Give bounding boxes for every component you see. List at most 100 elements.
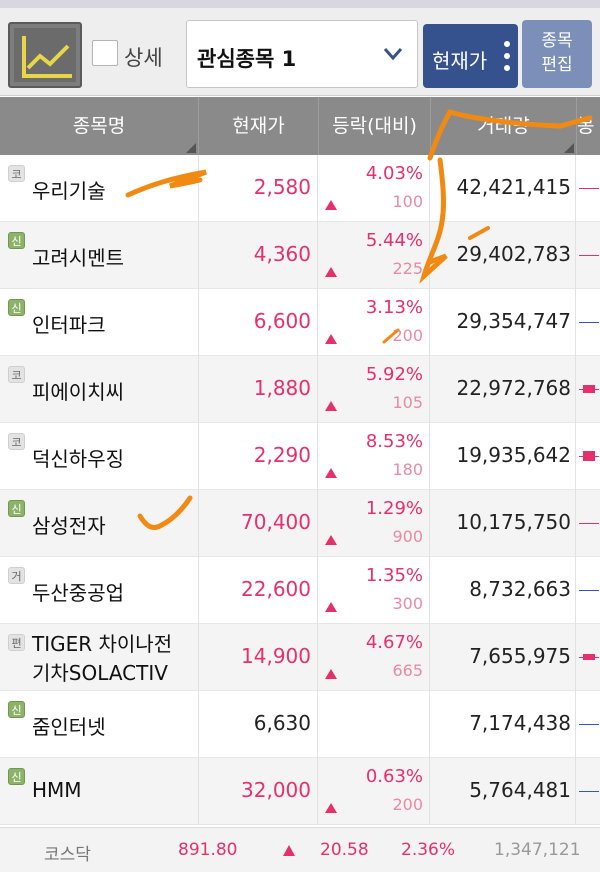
change-amount: 180 xyxy=(392,460,423,479)
table-row[interactable]: 신 인터파크 6,600 3.13% 200 29,354,747 xyxy=(0,289,600,356)
candle-cell xyxy=(577,758,600,825)
table-row[interactable]: 코 피에이치씨 1,880 5.92% 105 22,972,768 xyxy=(0,356,600,423)
up-arrow-icon xyxy=(325,468,337,478)
table-row[interactable]: 신 삼성전자 70,400 1.29% 900 10,175,750 xyxy=(0,490,600,557)
stock-name-cell: 신 고려시멘트 xyxy=(0,222,199,289)
column-header-name[interactable]: 종목명 xyxy=(0,97,199,155)
column-header-price[interactable]: 현재가 xyxy=(199,97,319,155)
change-percent: 1.35% xyxy=(365,565,423,586)
table-row[interactable]: 편 TIGER 차이나전 기차SOLACTIV 14,900 4.67% 665 … xyxy=(0,624,600,691)
index-name: 코스닥 xyxy=(44,845,91,865)
price-cell: 6,630 xyxy=(200,691,318,758)
edit-stocks-button[interactable]: 종목 편집 xyxy=(522,20,592,88)
current-price-button[interactable]: 현재가 xyxy=(423,24,518,88)
volume-cell: 22,972,768 xyxy=(431,356,576,423)
up-arrow-icon xyxy=(325,334,337,344)
current-price: 2,580 xyxy=(253,175,311,199)
column-header-change[interactable]: 등락(대비) xyxy=(319,97,431,155)
up-arrow-icon xyxy=(325,200,337,210)
candle-cell xyxy=(577,289,600,356)
table-row[interactable]: 코 우리기술 2,580 4.03% 100 42,421,415 xyxy=(0,155,600,222)
stock-name: TIGER 차이나전 기차SOLACTIV xyxy=(32,632,173,685)
candle-cell xyxy=(577,490,600,557)
index-ticker-bar[interactable]: 코스닥 891.80 20.58 2.36% 1,347,121 xyxy=(0,827,600,872)
sort-icon xyxy=(564,143,574,153)
up-arrow-icon xyxy=(325,401,337,411)
watchlist-group-select[interactable]: 관심종목 1 xyxy=(186,20,418,88)
index-percent: 2.36% xyxy=(401,840,456,860)
chart-view-button[interactable] xyxy=(8,22,82,88)
trade-volume: 5,764,481 xyxy=(469,778,571,802)
change-cell: 5.92% 105 xyxy=(319,356,430,423)
up-arrow-icon xyxy=(325,669,337,679)
detail-checkbox[interactable] xyxy=(92,40,118,66)
stock-name-cell: 코 피에이치씨 xyxy=(0,356,199,423)
stock-name: HMM xyxy=(32,778,82,802)
volume-cell: 19,935,642 xyxy=(431,423,576,490)
change-cell: 4.67% 665 xyxy=(319,624,430,691)
candle-line xyxy=(579,791,599,792)
volume-cell: 7,655,975 xyxy=(431,624,576,691)
change-percent: 5.92% xyxy=(365,364,423,385)
current-price: 6,600 xyxy=(253,309,311,333)
market-badge: 신 xyxy=(8,299,25,316)
up-arrow-icon xyxy=(283,845,295,856)
up-arrow-icon xyxy=(325,535,337,545)
current-price: 1,880 xyxy=(253,376,311,400)
change-amount: 200 xyxy=(392,326,423,345)
status-strip xyxy=(0,0,600,8)
change-cell: 0.63% 200 xyxy=(319,758,430,825)
table-row[interactable]: 코 덕신하우징 2,290 8.53% 180 19,935,642 xyxy=(0,423,600,490)
change-amount: 225 xyxy=(392,259,423,278)
current-price: 2,290 xyxy=(253,443,311,467)
index-value: 891.80 xyxy=(178,840,238,860)
change-cell: 1.29% 900 xyxy=(319,490,430,557)
chevron-down-icon xyxy=(383,48,403,61)
change-amount: 105 xyxy=(392,393,423,412)
trade-volume: 22,972,768 xyxy=(456,376,571,400)
table-row[interactable]: 거 두산중공업 22,600 1.35% 300 8,732,663 xyxy=(0,557,600,624)
candle-body xyxy=(583,385,595,393)
current-price: 22,600 xyxy=(241,577,311,601)
price-cell: 1,880 xyxy=(200,356,318,423)
stock-name-cell: 거 두산중공업 xyxy=(0,557,199,624)
trade-volume: 42,421,415 xyxy=(456,175,571,199)
stock-name: 삼성전자 xyxy=(32,514,106,538)
candle-cell xyxy=(577,423,600,490)
candle-cell xyxy=(577,356,600,423)
candle-line xyxy=(579,724,599,725)
index-volume: 1,347,121 xyxy=(494,840,581,860)
column-header-volume[interactable]: 거래량 xyxy=(431,97,577,155)
candle-line xyxy=(579,255,599,256)
price-cell: 4,360 xyxy=(200,222,318,289)
candle-cell xyxy=(577,155,600,222)
price-cell: 14,900 xyxy=(200,624,318,691)
change-cell xyxy=(319,691,430,758)
change-cell: 5.44% 225 xyxy=(319,222,430,289)
price-cell: 2,290 xyxy=(200,423,318,490)
candle-line xyxy=(579,590,599,591)
market-badge: 신 xyxy=(8,768,25,785)
column-header-candle[interactable]: 봉 xyxy=(577,115,595,137)
table-row[interactable]: 신 고려시멘트 4,360 5.44% 225 29,402,783 xyxy=(0,222,600,289)
edit-stocks-label-2: 편집 xyxy=(541,55,573,75)
stock-name-cell: 편 TIGER 차이나전 기차SOLACTIV xyxy=(0,624,199,691)
current-price: 32,000 xyxy=(241,778,311,802)
change-percent: 3.13% xyxy=(365,297,423,318)
volume-cell: 10,175,750 xyxy=(431,490,576,557)
price-cell: 70,400 xyxy=(200,490,318,557)
change-amount: 900 xyxy=(392,527,423,546)
table-row[interactable]: 신 줌인터넷 6,630 7,174,438 xyxy=(0,691,600,758)
candle-cell xyxy=(577,624,600,691)
market-badge: 신 xyxy=(8,232,25,249)
stock-name-cell: 신 인터파크 xyxy=(0,289,199,356)
current-price-label: 현재가 xyxy=(432,49,488,73)
candle-body xyxy=(583,654,595,660)
candle-line xyxy=(579,523,599,524)
market-badge: 신 xyxy=(8,701,25,718)
index-change: 20.58 xyxy=(320,840,369,860)
table-row[interactable]: 신 HMM 32,000 0.63% 200 5,764,481 xyxy=(0,758,600,825)
up-arrow-icon xyxy=(325,803,337,813)
stock-name: 피에이치씨 xyxy=(32,380,124,404)
up-arrow-icon xyxy=(325,267,337,277)
